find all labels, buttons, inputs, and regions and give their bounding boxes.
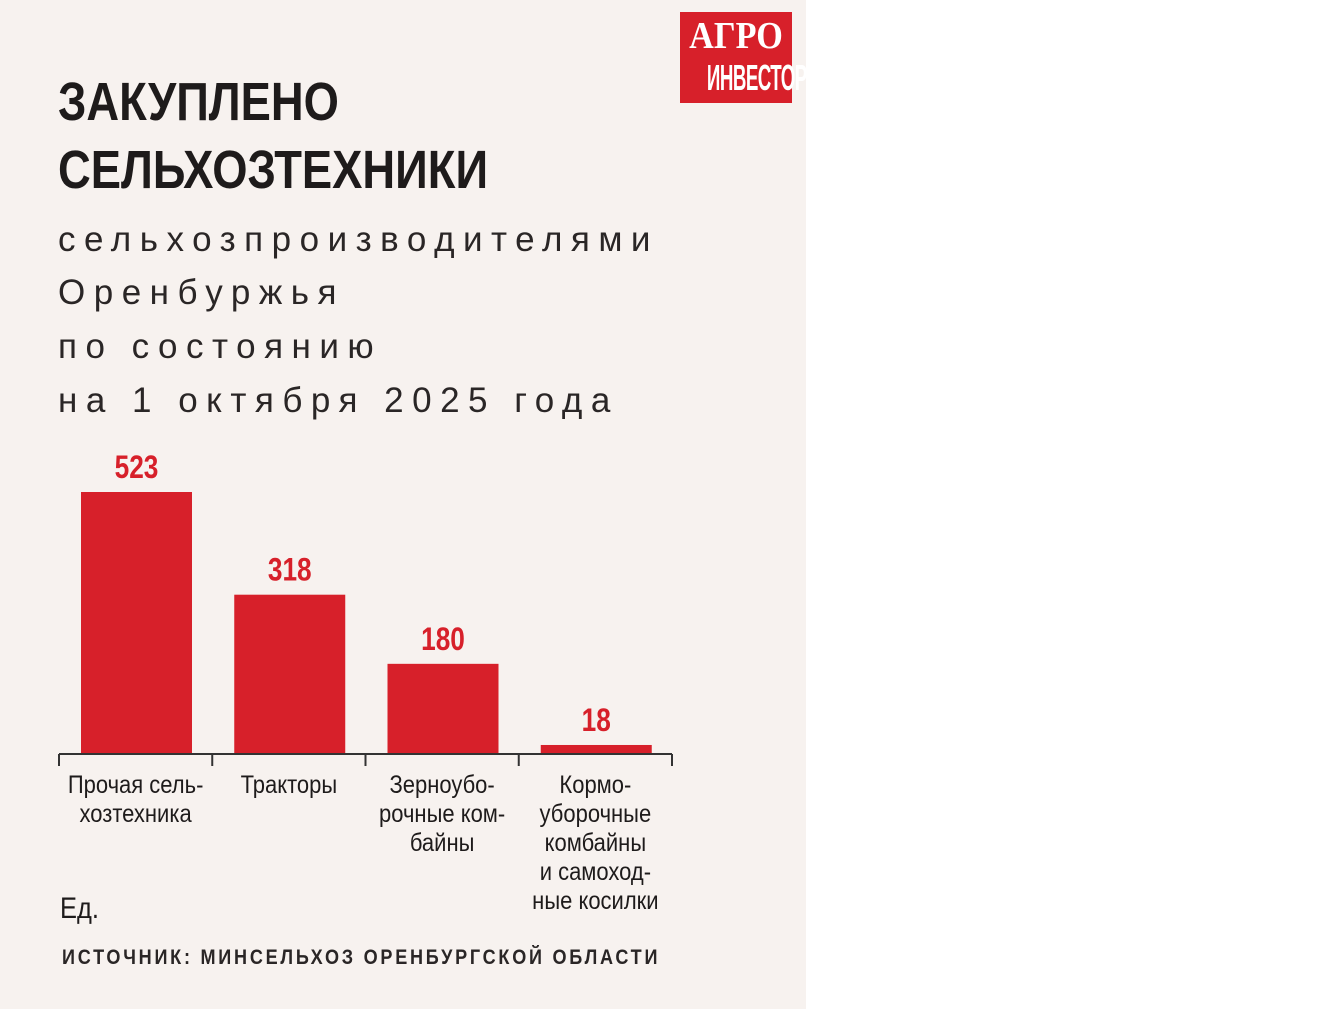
bar	[81, 492, 192, 754]
category-label: Зерноубо-	[390, 771, 495, 799]
bar-chart: 523 Прочая сель-хозтехника 318 Тракторы 180 З…	[58, 451, 673, 915]
subtitle-line-4: на 1 октября 2025 года	[58, 381, 619, 420]
subtitle-line-2: Оренбуржья	[58, 273, 345, 312]
bar	[387, 663, 499, 754]
subtitle-line-1: сельхозпроизводителями	[58, 220, 659, 259]
category-label: байны	[410, 829, 475, 857]
chart-title-line-2: СЕЛЬХОЗТЕХНИКИ	[58, 140, 489, 200]
bar	[540, 744, 652, 754]
value-label: 18	[582, 704, 611, 739]
category-label: рочные ком-	[379, 800, 505, 828]
category-label: хозтехника	[80, 800, 193, 828]
source-note: ИСТОЧНИК: МИНСЕЛЬХОЗ ОРЕНБУРГСКОЙ ОБЛАСТ…	[62, 946, 661, 969]
value-label: 523	[115, 451, 159, 486]
agroinvestor-logo: АГРО ИНВЕСТОР	[680, 12, 807, 103]
category-label: Кормо-	[559, 771, 631, 799]
category-label: и самоход-	[540, 858, 651, 886]
category-label: ные косилки	[532, 887, 658, 915]
bar	[234, 594, 346, 754]
chart-title-line-1: ЗАКУПЛЕНО	[58, 72, 339, 132]
category-label: уборочные	[540, 800, 652, 828]
value-label: 318	[268, 553, 312, 588]
unit-label: Ед.	[60, 892, 99, 925]
subtitle-line-3: по состоянию	[58, 327, 383, 366]
category-label: Тракторы	[241, 771, 338, 799]
logo-line-1: АГРО	[689, 15, 783, 57]
category-label: Прочая сель-	[68, 771, 204, 799]
category-label: комбайны	[545, 829, 646, 857]
value-label: 180	[421, 622, 465, 657]
